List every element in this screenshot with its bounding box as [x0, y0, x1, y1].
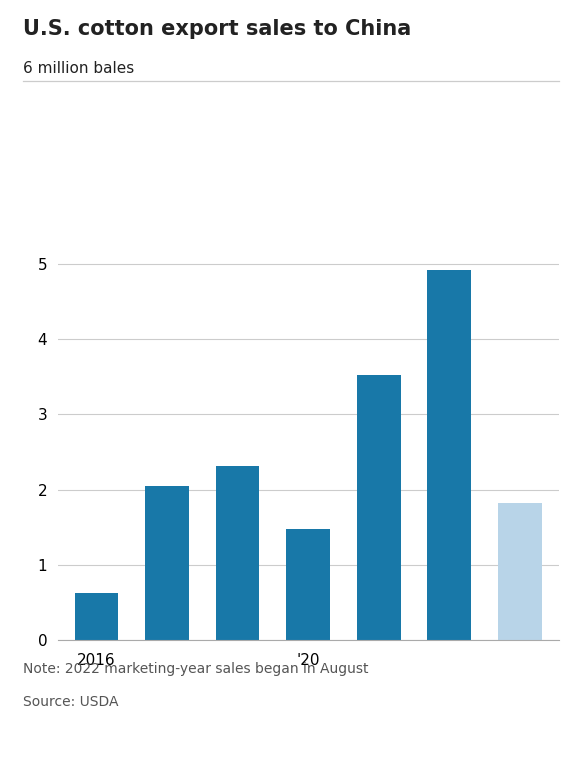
Bar — [427, 270, 471, 640]
Bar — [74, 593, 118, 640]
Text: Source: USDA: Source: USDA — [23, 695, 119, 709]
Bar — [215, 466, 259, 640]
Text: Note: 2022 marketing-year sales began in August: Note: 2022 marketing-year sales began in… — [23, 662, 369, 676]
Bar — [286, 529, 330, 640]
Bar — [357, 375, 401, 640]
Bar — [145, 486, 189, 640]
Text: 6 million bales: 6 million bales — [23, 61, 134, 76]
Text: U.S. cotton export sales to China: U.S. cotton export sales to China — [23, 19, 411, 39]
Bar — [498, 503, 542, 640]
